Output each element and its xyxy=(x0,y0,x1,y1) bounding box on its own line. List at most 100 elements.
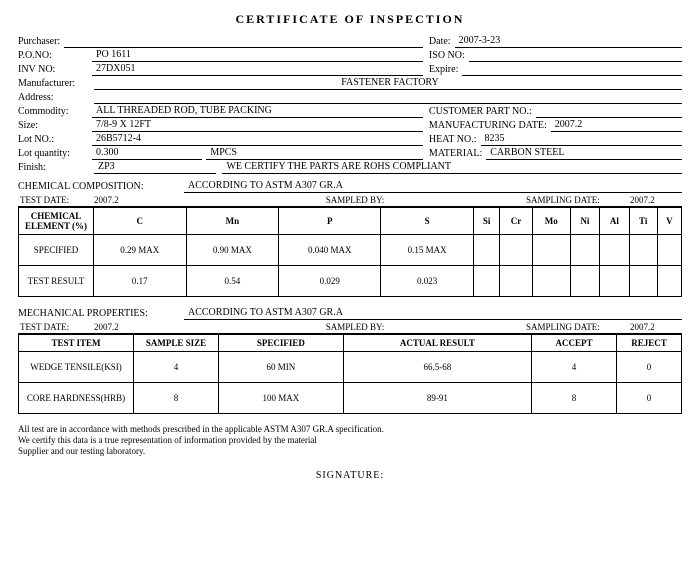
finish-note: WE CERTIFY THE PARTS ARE ROHS COMPLIANT xyxy=(222,161,682,174)
isono-lbl: ISO NO: xyxy=(429,49,465,62)
mech-col: SPECIFIED xyxy=(219,335,344,352)
purchaser-val xyxy=(64,35,423,48)
chem-col: Mo xyxy=(532,208,570,235)
mech-heading-lbl: MECHANICAL PROPERTIES: xyxy=(18,307,178,320)
chem-col: S xyxy=(381,208,474,235)
chem-cell xyxy=(570,235,599,266)
expire-lbl: Expire: xyxy=(429,63,458,76)
mfgdate-lbl: MANUFACTURING DATE: xyxy=(429,119,547,132)
chem-col: Al xyxy=(600,208,629,235)
mech-cell: 66.5-68 xyxy=(343,352,531,383)
chem-cell: 0.17 xyxy=(94,266,187,297)
mech-samplingdate-lbl: SAMPLING DATE: xyxy=(524,321,628,334)
chem-cell xyxy=(600,266,629,297)
chem-cell xyxy=(570,266,599,297)
chem-cell xyxy=(500,266,533,297)
mech-heading-val: ACCORDING TO ASTM A307 GR.A xyxy=(184,307,682,320)
mech-cell: 4 xyxy=(134,352,219,383)
chem-cell: 0.040 MAX xyxy=(279,235,381,266)
table-row: WEDGE TENSILE(KSI) 4 60 MIN 66.5-68 4 0 xyxy=(19,352,682,383)
chem-cell xyxy=(473,266,499,297)
mech-cell: 4 xyxy=(532,352,617,383)
mech-col: ACTUAL RESULT xyxy=(343,335,531,352)
size-val: 7/8-9 X 12FT xyxy=(92,119,423,132)
table-row: CORE HARDNESS(HRB) 8 100 MAX 89-91 8 0 xyxy=(19,383,682,414)
chem-cell xyxy=(473,235,499,266)
mech-cell: CORE HARDNESS(HRB) xyxy=(19,383,134,414)
chem-cell xyxy=(629,235,657,266)
chem-sampledby-lbl: SAMPLED BY: xyxy=(186,194,524,207)
lotqty-val: 0.300 xyxy=(92,147,202,160)
invno-lbl: INV NO: xyxy=(18,63,88,76)
mech-col: TEST ITEM xyxy=(19,335,134,352)
footer-line: Supplier and our testing laboratory. xyxy=(18,446,682,457)
mech-cell: 0 xyxy=(617,352,682,383)
lotno-lbl: Lot NO.: xyxy=(18,133,88,146)
custpart-val xyxy=(536,105,682,118)
chem-cell: 0.023 xyxy=(381,266,474,297)
mech-col: REJECT xyxy=(617,335,682,352)
mech-cell: 60 MIN xyxy=(219,352,344,383)
invno-val: 27DX051 xyxy=(92,63,423,76)
lotno-val: 26B5712-4 xyxy=(92,133,423,146)
chem-cell: 0.29 MAX xyxy=(94,235,187,266)
material-val: CARBON STEEL xyxy=(486,147,682,160)
chem-cell: 0.90 MAX xyxy=(186,235,279,266)
mech-col: SAMPLE SIZE xyxy=(134,335,219,352)
mech-samplingdate: 2007.2 xyxy=(628,321,682,334)
chem-col: Si xyxy=(473,208,499,235)
table-row: SPECIFIED 0.29 MAX 0.90 MAX 0.040 MAX 0.… xyxy=(19,235,682,266)
isono-val xyxy=(469,49,682,62)
mech-testdate-lbl: TEST DATE: xyxy=(18,321,92,334)
mech-cell: 89-91 xyxy=(343,383,531,414)
lotqty-lbl: Lot quantity: xyxy=(18,147,88,160)
chem-col: Ni xyxy=(570,208,599,235)
chem-cell xyxy=(657,266,681,297)
chem-cell xyxy=(600,235,629,266)
date-lbl: Date: xyxy=(429,35,451,48)
chem-col: V xyxy=(657,208,681,235)
chem-heading-val: ACCORDING TO ASTM A307 GR.A xyxy=(184,180,682,193)
chem-result-lbl: TEST RESULT xyxy=(19,266,94,297)
chem-cell xyxy=(500,235,533,266)
lotqty-unit: MPCS xyxy=(206,147,423,160)
table-row: TEST RESULT 0.17 0.54 0.029 0.023 xyxy=(19,266,682,297)
footer-line: All test are in accordance with methods … xyxy=(18,424,682,435)
chem-spec-lbl: SPECIFIED xyxy=(19,235,94,266)
addr-val xyxy=(94,91,682,104)
pono-val: PO 1611 xyxy=(92,49,423,62)
finish-val: ZP3 xyxy=(94,161,216,174)
finish-lbl: Finish: xyxy=(18,161,88,174)
chem-cell xyxy=(532,235,570,266)
chem-cell: 0.15 MAX xyxy=(381,235,474,266)
doc-title: CERTIFICATE OF INSPECTION xyxy=(18,12,682,27)
chem-table: CHEMICAL ELEMENT (%) C Mn P S Si Cr Mo N… xyxy=(18,207,682,297)
chem-samplingdate: 2007.2 xyxy=(628,194,682,207)
chem-cell xyxy=(532,266,570,297)
mfr-lbl: Manufacturer: xyxy=(18,77,88,90)
pono-lbl: P.O.NO: xyxy=(18,49,88,62)
chem-col: C xyxy=(94,208,187,235)
chem-heading-lbl: CHEMICAL COMPOSITION: xyxy=(18,180,178,193)
expire-val xyxy=(462,63,682,76)
mfr-val: FASTENER FACTORY xyxy=(94,77,682,90)
mech-testdate: 2007.2 xyxy=(92,321,186,334)
commodity-lbl: Commodity: xyxy=(18,105,88,118)
heatno-val: 8235 xyxy=(481,133,682,146)
custpart-lbl: CUSTOMER PART NO.: xyxy=(429,105,532,118)
chem-cell: 0.029 xyxy=(279,266,381,297)
material-lbl: MATERIAL: xyxy=(429,147,482,160)
size-lbl: Size: xyxy=(18,119,88,132)
chem-cell xyxy=(657,235,681,266)
chem-cell xyxy=(629,266,657,297)
mech-col: ACCEPT xyxy=(532,335,617,352)
mech-sampledby-lbl: SAMPLED BY: xyxy=(186,321,524,334)
mech-cell: 100 MAX xyxy=(219,383,344,414)
mfgdate-val: 2007.2 xyxy=(551,119,682,132)
chem-col: P xyxy=(279,208,381,235)
signature-lbl: SIGNATURE: xyxy=(18,470,682,481)
mech-table: TEST ITEM SAMPLE SIZE SPECIFIED ACTUAL R… xyxy=(18,334,682,414)
heatno-lbl: HEAT NO.: xyxy=(429,133,477,146)
addr-lbl: Address: xyxy=(18,91,88,104)
chem-samplingdate-lbl: SAMPLING DATE: xyxy=(524,194,628,207)
